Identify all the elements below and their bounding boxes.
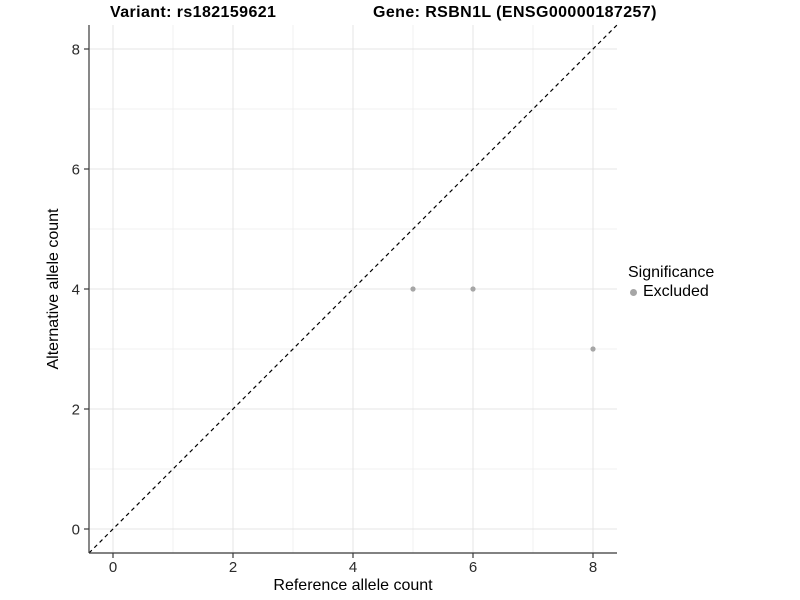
variant-title: Variant: rs182159621 <box>110 4 277 21</box>
y-axis-title: Alternative allele count <box>45 208 62 370</box>
data-point <box>470 286 476 292</box>
y-tick-label: 8 <box>72 41 80 58</box>
x-axis-title: Reference allele count <box>273 577 433 594</box>
legend-key-dot-icon <box>630 288 637 296</box>
legend-item-label: Excluded <box>643 283 709 300</box>
x-tick-label: 2 <box>229 559 237 576</box>
data-point <box>590 346 596 352</box>
y-tick-label: 0 <box>72 521 80 538</box>
legend-items: Excluded <box>628 283 714 301</box>
data-point <box>410 286 416 292</box>
y-tick-label: 2 <box>72 401 80 418</box>
x-tick-label: 4 <box>349 559 357 576</box>
legend-item: Excluded <box>628 283 714 301</box>
gene-title: Gene: RSBN1L (ENSG00000187257) <box>373 4 657 21</box>
x-tick-label: 8 <box>589 559 597 576</box>
x-tick-label: 6 <box>469 559 477 576</box>
y-tick-label: 6 <box>72 161 80 178</box>
legend: Significance Excluded <box>628 264 714 301</box>
legend-title: Significance <box>628 264 715 281</box>
x-tick-label: 0 <box>109 559 117 576</box>
y-tick-label: 4 <box>72 281 80 298</box>
